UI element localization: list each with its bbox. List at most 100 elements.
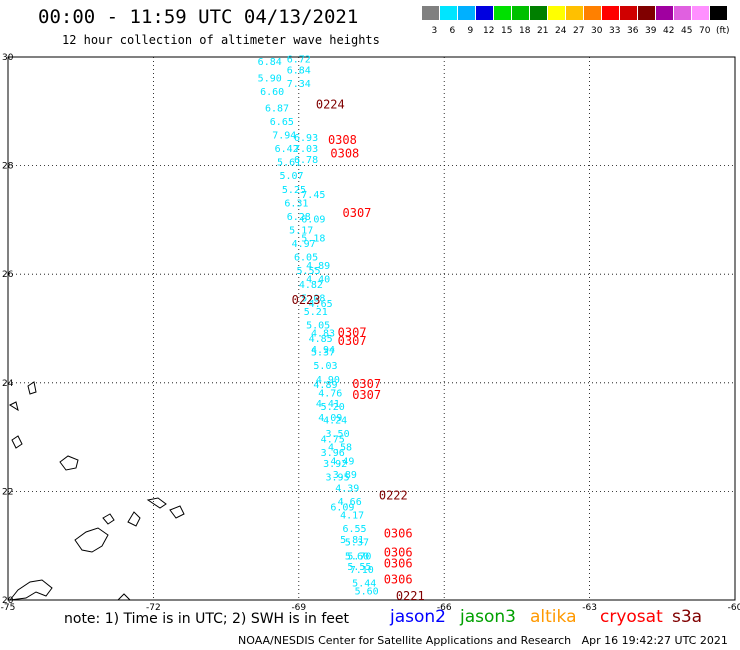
colorbar-swatch — [440, 6, 457, 20]
pass-time-label: 0223 — [292, 293, 321, 307]
coastline — [8, 579, 53, 601]
colorbar-label: 42 — [663, 26, 675, 36]
pass-time-label: 0221 — [396, 589, 425, 603]
colorbar-label: 45 — [681, 26, 693, 36]
colorbar-label: 9 — [467, 26, 474, 36]
wave-height-value: 7.34 — [287, 79, 311, 90]
colorbar-label: 27 — [573, 26, 585, 36]
colorbar-label: 21 — [537, 26, 549, 36]
colorbar-swatch — [548, 6, 565, 20]
wave-height-value: 4.41 — [316, 399, 340, 410]
pass-time-label: 0308 — [330, 146, 359, 160]
y-tick-label: 20 — [2, 596, 14, 606]
coastline — [127, 511, 141, 527]
wave-height-value: 6.65 — [270, 117, 294, 128]
wave-height-value: 6.72 — [287, 54, 311, 65]
pass-time-label: 0306 — [384, 573, 413, 587]
colorbar-swatch — [512, 6, 529, 20]
pass-time-label: 0222 — [379, 489, 408, 503]
y-tick-label: 30 — [2, 53, 14, 63]
wave-height-value: 6.93 — [294, 133, 318, 144]
colorbar-swatch — [476, 6, 493, 20]
chart-title: 00:00 - 11:59 UTC 04/13/2021 — [38, 6, 359, 28]
wave-height-value: 4.39 — [335, 483, 359, 494]
wave-height-value: 5.37 — [311, 348, 335, 359]
wave-height-value: 6.78 — [294, 155, 318, 166]
wave-height-value: 3.50 — [326, 429, 350, 440]
wave-height-value: 5.60 — [345, 551, 369, 562]
satellite-legend-cryosat: cryosat — [600, 607, 663, 627]
wave-height-value: 6.87 — [265, 103, 289, 114]
wave-height-value: 4.75 — [321, 435, 345, 446]
wave-height-value: 6.09 — [330, 502, 354, 513]
wave-height-value: 5.03 — [313, 361, 337, 372]
y-tick-label: 26 — [2, 270, 14, 280]
colorbar-label: 70 — [699, 26, 711, 36]
wave-height-value: 6.84 — [258, 57, 282, 68]
x-tick-label: -69 — [291, 603, 306, 613]
wave-height-value: 7.94 — [272, 130, 296, 141]
coastline — [27, 381, 37, 395]
wave-height-value: 3.89 — [333, 470, 357, 481]
satellite-legend-altika: altika — [530, 607, 577, 627]
chart-subtitle: 12 hour collection of altimeter wave hei… — [62, 33, 380, 47]
wave-height-value: 5.44 — [352, 578, 376, 589]
x-tick-label: -72 — [146, 603, 161, 613]
colorbar-swatch — [656, 6, 673, 20]
wave-height-value: 5.21 — [304, 307, 328, 318]
wave-height-value: 4.83 — [311, 329, 335, 340]
plot-frame — [7, 56, 736, 601]
colorbar-swatch — [710, 6, 727, 20]
y-tick-label: 28 — [2, 162, 14, 172]
wave-height-value: 4.85 — [309, 334, 333, 345]
wave-height-value: 4.82 — [299, 280, 323, 291]
pass-time-label: 0306 — [384, 546, 413, 560]
wave-height-value: 4.65 — [309, 299, 333, 310]
wave-height-value: 4.89 — [306, 261, 330, 272]
wave-height-value: 4.24 — [323, 416, 347, 427]
pass-time-label: 0224 — [316, 98, 345, 112]
colorbar-swatch — [458, 6, 475, 20]
wave-height-value: 3.96 — [321, 448, 345, 459]
colorbar-unit-label: (ft) — [716, 26, 730, 36]
wave-height-value: 5.61 — [277, 158, 301, 169]
pass-time-label: 0307 — [338, 326, 367, 340]
wave-height-value: 5.18 — [301, 234, 325, 245]
wave-height-value: 4.09 — [318, 413, 342, 424]
wave-height-value: 6.84 — [287, 65, 311, 76]
colorbar-label: 24 — [555, 26, 567, 36]
wave-height-value: 4.40 — [306, 274, 330, 285]
coastline — [169, 505, 185, 519]
wave-height-value: 5.60 — [355, 587, 379, 598]
coastline — [11, 435, 23, 449]
wave-height-value: 3.95 — [326, 473, 350, 484]
wave-height-value: 6.60 — [260, 87, 284, 98]
pass-time-label: 0306 — [384, 527, 413, 541]
coastline — [59, 455, 79, 471]
pass-time-label: 0308 — [328, 133, 357, 147]
colorbar-label: 39 — [645, 26, 657, 36]
coastline — [8, 401, 19, 412]
coastline — [102, 513, 115, 525]
wave-height-value: 5.07 — [279, 171, 303, 182]
colorbar-label: 12 — [483, 26, 495, 36]
wave-height-value: 5.20 — [321, 402, 345, 413]
wave-height-value: 7.10 — [350, 565, 374, 576]
colorbar-swatch — [638, 6, 655, 20]
colorbar-swatch — [584, 6, 601, 20]
x-tick-label: -60 — [728, 603, 740, 613]
wave-height-value: 5.05 — [306, 321, 330, 332]
colorbar-label: 6 — [449, 26, 456, 36]
wave-height-value: 6.55 — [342, 524, 366, 535]
colorbar-label: 15 — [501, 26, 513, 36]
satellite-legend-s3a: s3a — [672, 607, 703, 627]
wave-height-value: 4.76 — [318, 388, 342, 399]
satellite-legend-jason3: jason3 — [460, 607, 516, 627]
wave-height-value: 5.55 — [347, 562, 371, 573]
wave-height-value: 4.90 — [316, 375, 340, 386]
coastline — [146, 497, 167, 509]
wave-height-value: 6.05 — [294, 253, 318, 264]
pass-time-label: 0306 — [384, 556, 413, 570]
colorbar-label: 30 — [591, 26, 603, 36]
colorbar-label: 18 — [519, 26, 531, 36]
